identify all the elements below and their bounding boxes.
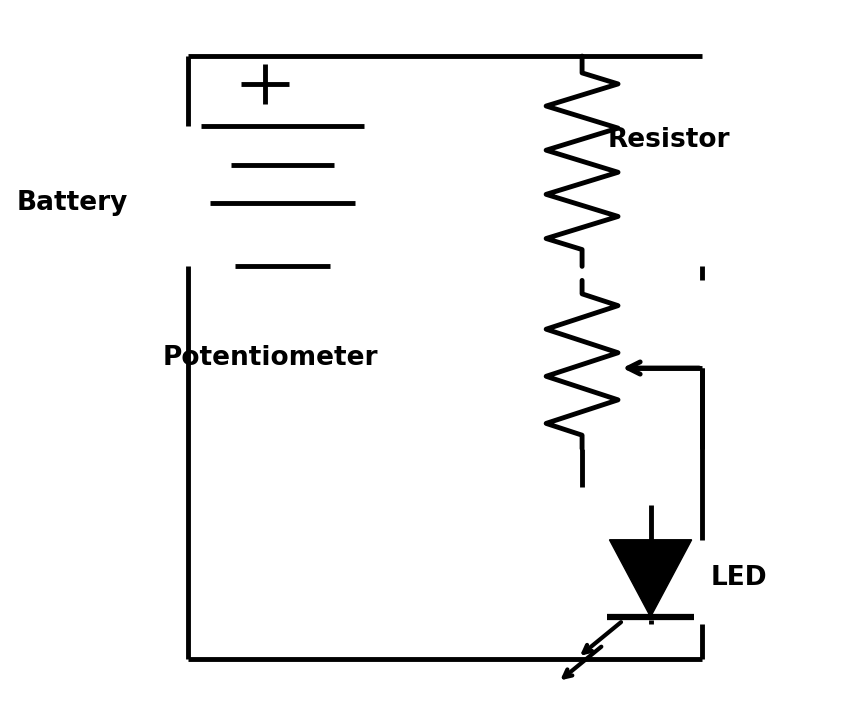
- Text: LED: LED: [710, 565, 767, 592]
- Text: Battery: Battery: [17, 190, 128, 217]
- Polygon shape: [609, 540, 692, 617]
- Text: Resistor: Resistor: [608, 127, 730, 154]
- Text: Potentiometer: Potentiometer: [163, 344, 378, 371]
